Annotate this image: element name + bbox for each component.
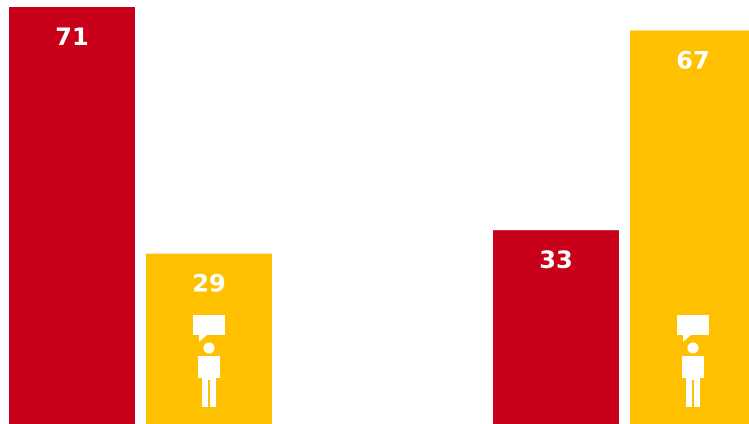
- speech-bubble: [677, 315, 709, 342]
- bar-value-label: 71: [55, 23, 88, 51]
- bar-value-label: 33: [539, 246, 572, 274]
- bar-value-label: 29: [192, 270, 225, 298]
- person-head: [203, 342, 215, 354]
- speech-bubble: [193, 315, 225, 342]
- bar: [146, 253, 272, 424]
- bar: [493, 230, 619, 424]
- person-head: [687, 342, 699, 354]
- bar: [9, 7, 135, 424]
- bar-value-label: 67: [676, 46, 709, 74]
- person-body: [682, 356, 704, 407]
- person-speech-icon: [677, 315, 709, 407]
- person-speech-icon: [193, 315, 225, 407]
- person-body: [198, 356, 220, 407]
